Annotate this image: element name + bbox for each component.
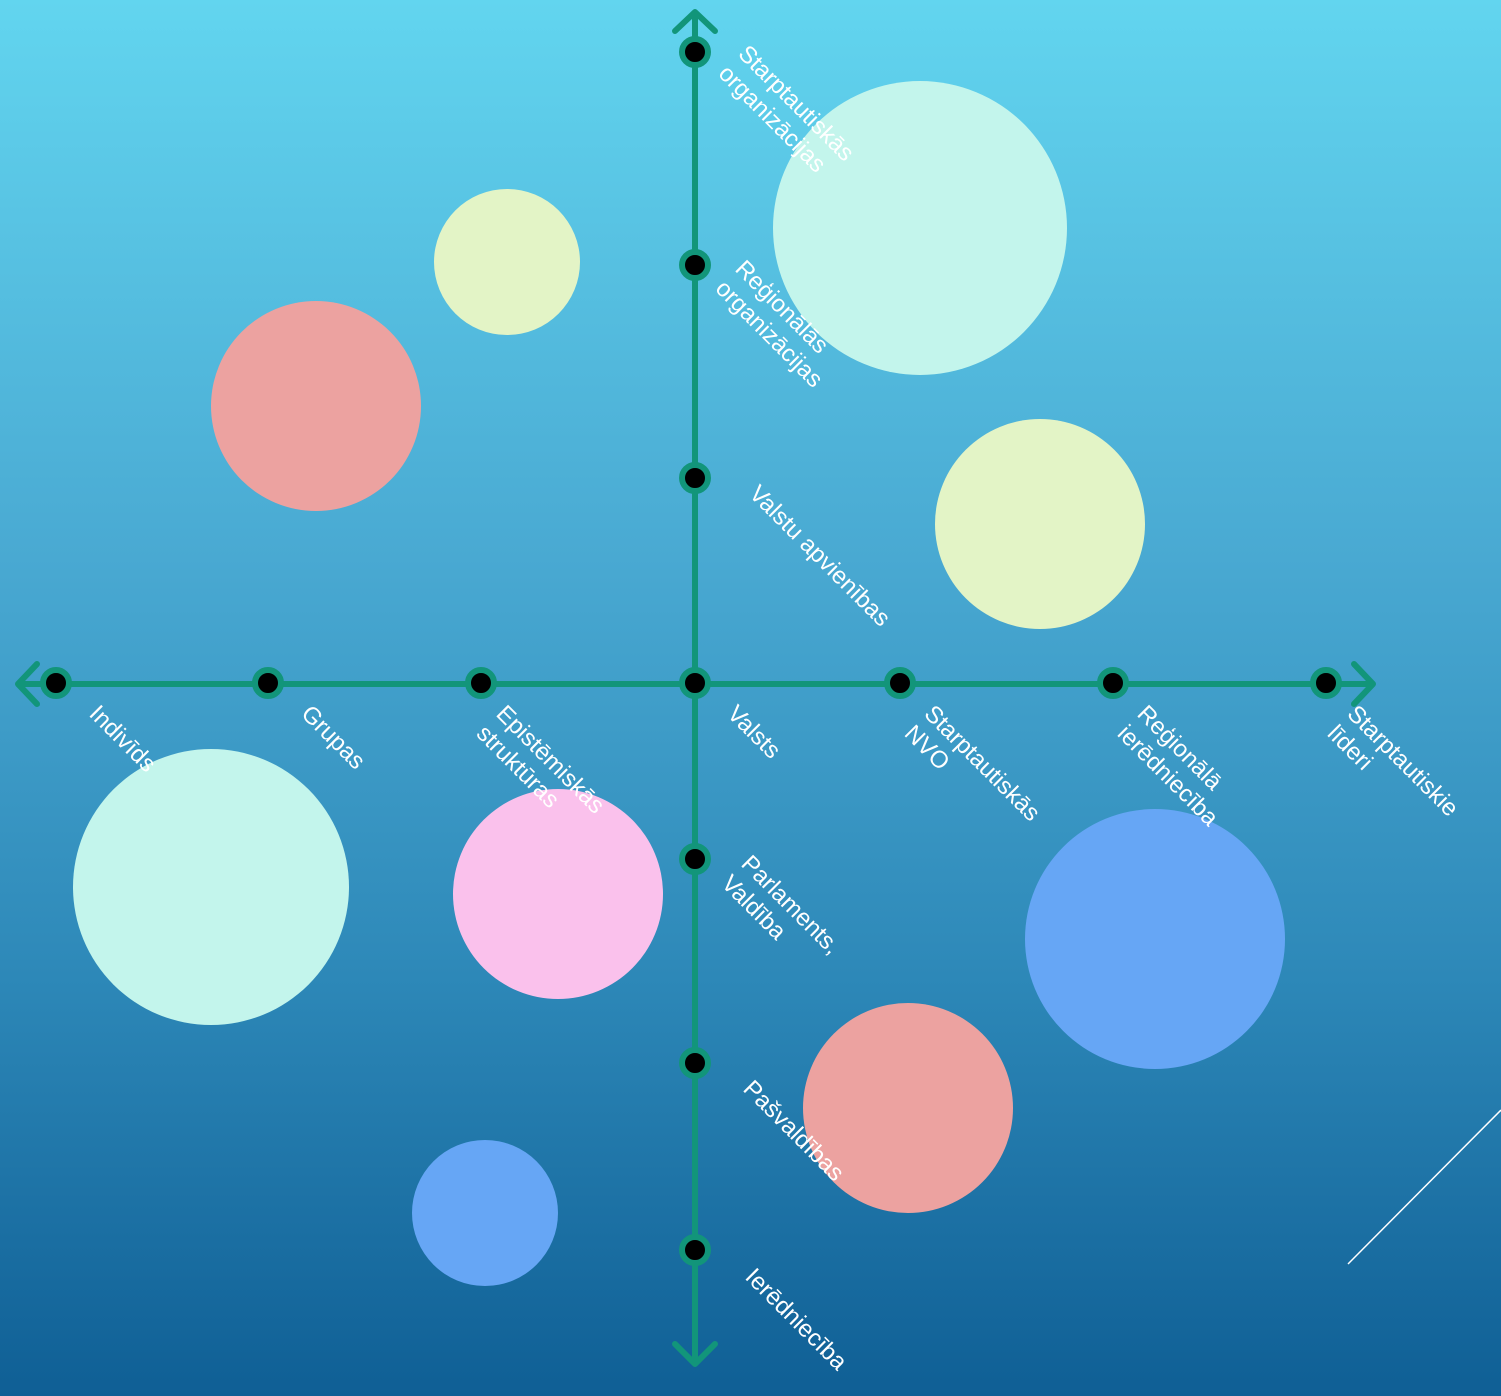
vertical-axis-label: Parlaments,Valdība	[716, 850, 845, 979]
axis-markers-layer	[40, 36, 1342, 1266]
vertical-axis-label: Valstu apvienības	[744, 480, 896, 632]
bubbles-layer	[73, 81, 1285, 1286]
horizontal-axis-marker	[679, 667, 711, 699]
horizontal-axis-label: Starptautiskielīderi	[1322, 700, 1464, 842]
arrow-right-icon	[1351, 661, 1376, 707]
blue-bubble-bottom-left	[412, 1140, 558, 1286]
horizontal-axis-label: Indivīds	[84, 700, 162, 778]
salmon-bubble-bottom-right	[803, 1003, 1013, 1213]
horizontal-axis-marker	[1310, 667, 1342, 699]
horizontal-axis-label: Grupas	[296, 700, 371, 775]
vertical-axis-marker	[679, 1047, 711, 1079]
arrow-left-icon	[15, 661, 40, 707]
horizontal-axis-label: Valsts	[722, 700, 786, 764]
mint-bubble-top-right	[773, 81, 1067, 375]
horizontal-axis-label: StarptautiskāsNVO	[899, 700, 1045, 846]
blue-bubble-bottom-right	[1025, 809, 1285, 1069]
horizontal-axis-marker	[1097, 667, 1129, 699]
horizontal-axis-marker	[252, 667, 284, 699]
horizontal-axis-marker	[465, 667, 497, 699]
vertical-axis-label: Ierēdniecība	[740, 1263, 853, 1376]
salmon-bubble-top-left	[211, 301, 421, 511]
vertical-axis-marker	[679, 1234, 711, 1266]
yellow-bubble-right	[935, 419, 1145, 629]
vertical-axis-marker	[679, 843, 711, 875]
mint-bubble-bottom-left	[73, 749, 349, 1025]
horizontal-axis-marker	[884, 667, 916, 699]
vertical-axis-marker	[679, 249, 711, 281]
decorative-corner-line	[1347, 1109, 1501, 1265]
horizontal-axis-marker	[40, 667, 72, 699]
arrow-down-icon	[672, 1341, 718, 1367]
yellow-bubble-top-left	[434, 189, 580, 335]
vertical-axis-marker	[679, 36, 711, 68]
vertical-axis-marker	[679, 462, 711, 494]
arrow-up-icon	[672, 9, 718, 34]
pink-bubble-bottom-left	[453, 789, 663, 999]
